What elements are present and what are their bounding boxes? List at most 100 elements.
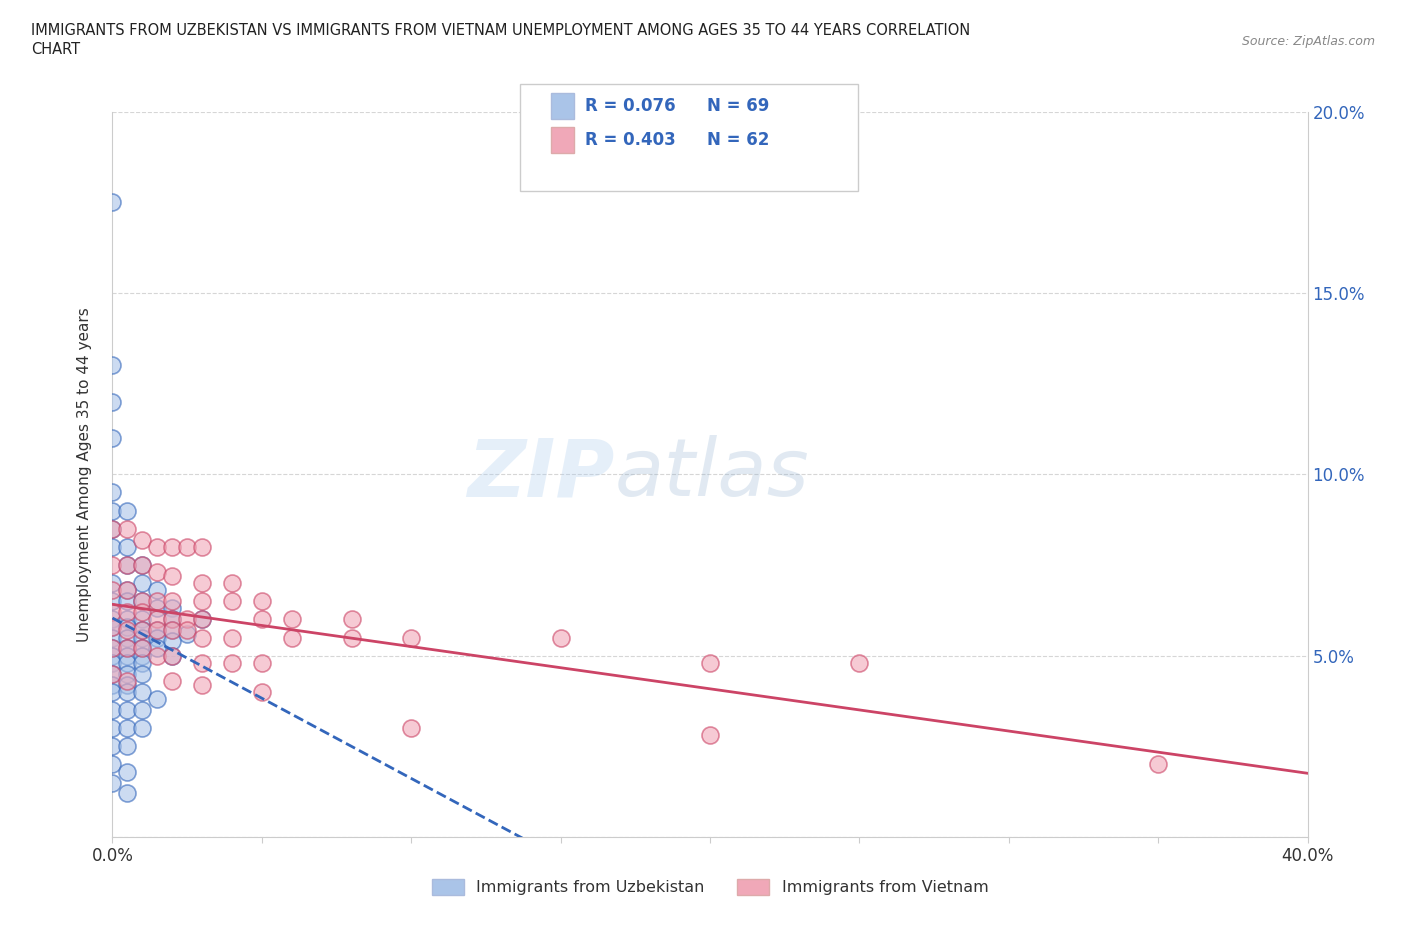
- Point: [101, 648, 124, 663]
- Point: [162, 648, 183, 663]
- Point: [117, 631, 139, 645]
- Point: [146, 565, 169, 579]
- Point: [146, 623, 169, 638]
- Text: N = 62: N = 62: [707, 131, 769, 150]
- Point: [101, 195, 124, 210]
- Point: [131, 648, 153, 663]
- Point: [191, 612, 214, 627]
- Point: [101, 667, 124, 682]
- Point: [146, 612, 169, 627]
- Point: [699, 656, 721, 671]
- Point: [101, 521, 124, 536]
- Point: [191, 677, 214, 692]
- Point: [101, 358, 124, 373]
- Point: [162, 568, 183, 583]
- Point: [117, 764, 139, 779]
- Point: [176, 623, 198, 638]
- Point: [101, 721, 124, 736]
- Point: [131, 558, 153, 573]
- Point: [117, 521, 139, 536]
- Point: [101, 619, 124, 634]
- Point: [250, 612, 273, 627]
- Point: [131, 594, 153, 609]
- Text: IMMIGRANTS FROM UZBEKISTAN VS IMMIGRANTS FROM VIETNAM UNEMPLOYMENT AMONG AGES 35: IMMIGRANTS FROM UZBEKISTAN VS IMMIGRANTS…: [31, 23, 970, 38]
- Point: [101, 612, 124, 627]
- Point: [101, 576, 124, 591]
- Text: atlas: atlas: [614, 435, 810, 513]
- Point: [221, 656, 243, 671]
- Point: [117, 604, 139, 619]
- Point: [162, 612, 183, 627]
- Point: [101, 684, 124, 699]
- Point: [146, 583, 169, 598]
- Point: [101, 738, 124, 753]
- Point: [131, 623, 153, 638]
- Point: [131, 641, 153, 656]
- Point: [340, 612, 363, 627]
- Point: [131, 631, 153, 645]
- Point: [101, 703, 124, 718]
- Point: [101, 677, 124, 692]
- Point: [146, 601, 169, 616]
- Text: ZIP: ZIP: [467, 435, 614, 513]
- Point: [131, 532, 153, 547]
- Point: [117, 612, 139, 627]
- Point: [162, 648, 183, 663]
- Point: [221, 576, 243, 591]
- Point: [117, 641, 139, 656]
- Point: [146, 631, 169, 645]
- Point: [117, 619, 139, 634]
- Point: [101, 631, 124, 645]
- Point: [162, 633, 183, 648]
- Point: [131, 576, 153, 591]
- Point: [117, 558, 139, 573]
- Point: [101, 558, 124, 573]
- Point: [101, 776, 124, 790]
- Point: [117, 667, 139, 682]
- Text: Source: ZipAtlas.com: Source: ZipAtlas.com: [1241, 35, 1375, 48]
- Legend: Immigrants from Uzbekistan, Immigrants from Vietnam: Immigrants from Uzbekistan, Immigrants f…: [426, 872, 994, 901]
- Point: [117, 594, 139, 609]
- Text: CHART: CHART: [31, 42, 80, 57]
- Point: [117, 703, 139, 718]
- Point: [101, 521, 124, 536]
- Point: [401, 631, 423, 645]
- Point: [117, 738, 139, 753]
- Point: [699, 728, 721, 743]
- Point: [131, 558, 153, 573]
- Point: [176, 612, 198, 627]
- Point: [401, 721, 423, 736]
- Point: [117, 684, 139, 699]
- Point: [550, 631, 572, 645]
- Point: [131, 623, 153, 638]
- Point: [101, 394, 124, 409]
- Point: [101, 485, 124, 500]
- Point: [117, 558, 139, 573]
- Point: [146, 594, 169, 609]
- Point: [117, 641, 139, 656]
- Y-axis label: Unemployment Among Ages 35 to 44 years: Unemployment Among Ages 35 to 44 years: [77, 307, 91, 642]
- Point: [221, 631, 243, 645]
- Point: [146, 641, 169, 656]
- Point: [101, 503, 124, 518]
- Point: [131, 612, 153, 627]
- Point: [101, 583, 124, 598]
- Point: [117, 656, 139, 671]
- Point: [131, 684, 153, 699]
- Point: [117, 721, 139, 736]
- Point: [117, 539, 139, 554]
- Point: [101, 641, 124, 656]
- Point: [191, 539, 214, 554]
- Point: [250, 684, 273, 699]
- Point: [101, 604, 124, 619]
- Point: [146, 623, 169, 638]
- Point: [117, 503, 139, 518]
- Text: N = 69: N = 69: [707, 97, 769, 115]
- Point: [131, 656, 153, 671]
- Point: [191, 576, 214, 591]
- Point: [117, 677, 139, 692]
- Point: [250, 656, 273, 671]
- Point: [101, 431, 124, 445]
- Point: [117, 583, 139, 598]
- Point: [162, 623, 183, 638]
